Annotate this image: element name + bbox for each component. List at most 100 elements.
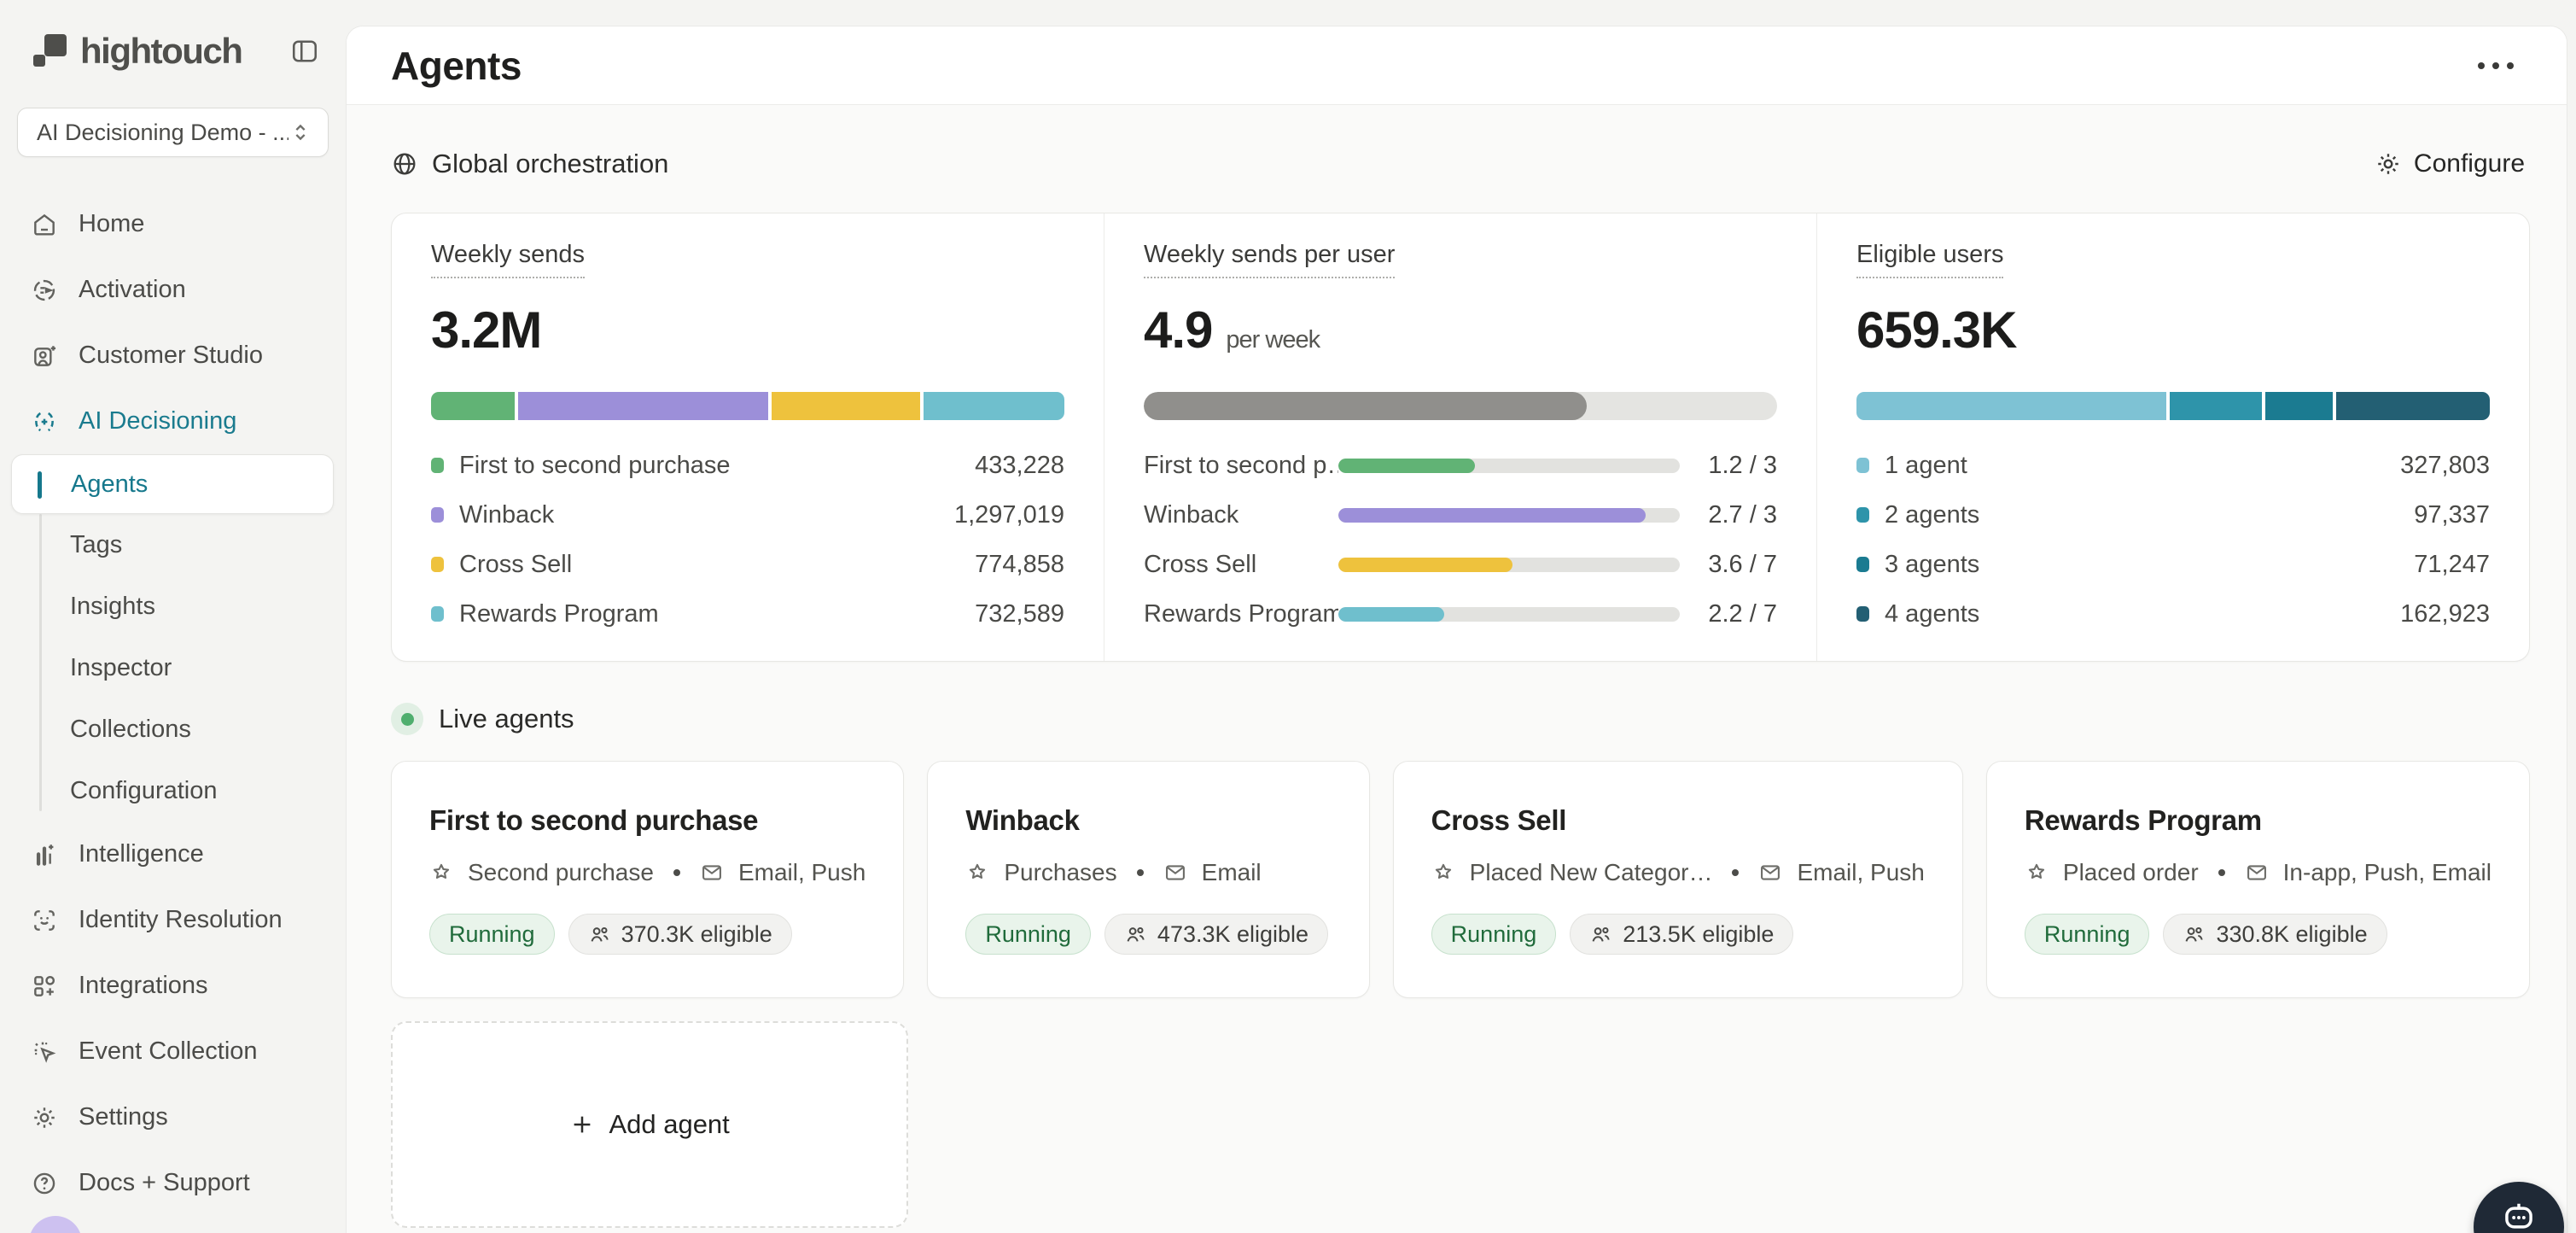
agent-grid: First to second purchase Second purchase…	[391, 761, 2530, 998]
sidebar-item-label: Home	[79, 210, 145, 237]
star-icon	[429, 861, 453, 885]
page-title: Agents	[391, 43, 522, 88]
agent-channels: Email, Push	[1797, 859, 1925, 885]
sidebar-item-collections[interactable]: Collections	[0, 698, 346, 760]
agent-card-rewards-program[interactable]: Rewards Program Placed order In-app, Pus…	[1985, 761, 2530, 998]
bar-fill	[1144, 392, 1588, 420]
legend-swatch	[1856, 606, 1869, 622]
mini-bar	[1338, 458, 1680, 473]
configure-label: Configure	[2413, 149, 2525, 178]
metric-value: 4.9	[1144, 301, 1213, 359]
status-badge: Running	[1431, 914, 1557, 955]
add-agent-button[interactable]: Add agent	[391, 1021, 909, 1228]
sidebar-item-label: Tags	[70, 530, 123, 558]
legend-row: 2 agents 97,337	[1856, 490, 2490, 540]
customer-studio-icon	[31, 342, 58, 370]
eligible-badge: 213.5K eligible	[1570, 914, 1794, 955]
legend-swatch	[431, 458, 444, 473]
workspace-selector[interactable]: AI Decisioning Demo - ...	[17, 108, 329, 157]
metric-label[interactable]: Weekly sends per user	[1144, 241, 1396, 278]
activation-icon	[31, 277, 58, 304]
workspace-name: AI Decisioning Demo - ...	[37, 119, 288, 145]
sidebar-item-event-collection[interactable]: Event Collection	[0, 1019, 346, 1084]
agent-card-winback[interactable]: Winback Purchases Email Running 473.3K e…	[927, 761, 1370, 998]
collapse-sidebar-icon[interactable]	[289, 36, 320, 67]
agent-title: Cross Sell	[1431, 804, 1567, 836]
status-badge: Running	[429, 914, 555, 955]
sidebar-item-insights[interactable]: Insights	[0, 576, 346, 637]
legend-swatch	[1856, 557, 1869, 572]
overflow-menu-icon[interactable]	[2469, 50, 2522, 81]
sidebar-item-tags[interactable]: Tags	[0, 514, 346, 576]
sidebar-item-label: Agents	[71, 470, 149, 498]
users-icon	[1589, 923, 1612, 946]
status-badge: Running	[2024, 914, 2150, 955]
bar-segment	[1856, 392, 2166, 420]
add-agent-label: Add agent	[609, 1109, 730, 1139]
bar-segment	[517, 392, 768, 420]
mini-bar	[1338, 606, 1680, 622]
sidebar-item-activation[interactable]: Activation	[0, 257, 346, 323]
star-icon	[965, 861, 989, 885]
agent-trigger: Purchases	[1004, 859, 1117, 885]
gear-icon	[2375, 150, 2402, 178]
mini-bar	[1338, 507, 1680, 523]
legend-row: Rewards Program 732,589	[431, 589, 1064, 639]
metric-label[interactable]: Weekly sends	[431, 241, 585, 278]
sidebar-item-label: Collections	[70, 715, 191, 743]
agent-channels: Email, Push	[737, 859, 866, 885]
users-icon	[588, 923, 611, 946]
sidebar-item-integrations[interactable]: Integrations	[0, 953, 346, 1019]
mini-bar	[1338, 557, 1680, 572]
gear-icon	[31, 1104, 58, 1131]
sidebar-item-home[interactable]: Home	[0, 191, 346, 257]
chat-bot-icon	[2497, 1195, 2541, 1233]
sidebar-item-agents[interactable]: Agents	[11, 454, 334, 514]
ai-decisioning-icon	[31, 408, 58, 435]
metric-label[interactable]: Eligible users	[1856, 241, 2004, 278]
sidebar-item-label: Activation	[79, 276, 186, 303]
user-avatar[interactable]	[29, 1216, 82, 1233]
ai-decisioning-subnav: Agents Tags Insights Inspector Collectio…	[0, 454, 346, 821]
eligible-badge: 330.8K eligible	[2163, 914, 2387, 955]
legend-swatch	[431, 507, 444, 523]
sidebar-item-intelligence[interactable]: Intelligence	[0, 821, 346, 887]
page-header: Agents	[347, 26, 2567, 105]
section-title: Global orchestration	[432, 149, 669, 178]
sidebar-item-ai-decisioning[interactable]: AI Decisioning	[0, 389, 346, 454]
agent-card-first-to-second-purchase[interactable]: First to second purchase Second purchase…	[391, 761, 905, 998]
star-icon	[1431, 861, 1455, 885]
sidebar-item-configuration[interactable]: Configuration	[0, 760, 346, 821]
sidebar-item-label: Insights	[70, 592, 155, 620]
bar-segment	[924, 392, 1064, 420]
sidebar-item-customer-studio[interactable]: Customer Studio	[0, 323, 346, 389]
plus-icon	[569, 1112, 595, 1137]
agent-title: First to second purchase	[429, 804, 759, 836]
live-status-icon	[391, 703, 423, 735]
intelligence-icon	[31, 841, 58, 868]
weekly-sends-panel: Weekly sends 3.2M First to second purcha…	[392, 213, 1104, 661]
bar-segment	[431, 392, 515, 420]
sidebar-item-settings[interactable]: Settings	[0, 1084, 346, 1150]
configure-button[interactable]: Configure	[2369, 141, 2530, 187]
dot-separator	[1732, 869, 1740, 876]
chevron-up-down-icon	[288, 120, 312, 144]
agent-channels: Email	[1201, 859, 1262, 885]
status-badge: Running	[965, 914, 1091, 955]
sends-per-user-rows: First to second p… 1.2 / 3 Winback 2.7 /…	[1144, 441, 1777, 639]
ratio-row: Rewards Program 2.2 / 7	[1144, 599, 1777, 628]
eligible-users-stacked-bar	[1856, 392, 2490, 420]
sidebar-item-identity-resolution[interactable]: Identity Resolution	[0, 887, 346, 953]
integrations-icon	[31, 973, 58, 1000]
sidebar-item-docs-support[interactable]: Docs + Support	[0, 1150, 346, 1216]
metric-unit: per week	[1226, 326, 1320, 354]
sidebar-item-label: Event Collection	[79, 1037, 258, 1065]
users-icon	[1124, 923, 1147, 946]
agent-card-cross-sell[interactable]: Cross Sell Placed New Categor… Email, Pu…	[1392, 761, 1963, 998]
agent-trigger: Placed order	[2062, 859, 2199, 885]
legend-row: 3 agents 71,247	[1856, 540, 2490, 589]
sidebar-item-inspector[interactable]: Inspector	[0, 637, 346, 698]
weekly-sends-legend: First to second purchase 433,228 Winback…	[431, 441, 1064, 639]
sidebar-item-label: Identity Resolution	[79, 906, 283, 933]
agent-title: Winback	[965, 804, 1080, 836]
